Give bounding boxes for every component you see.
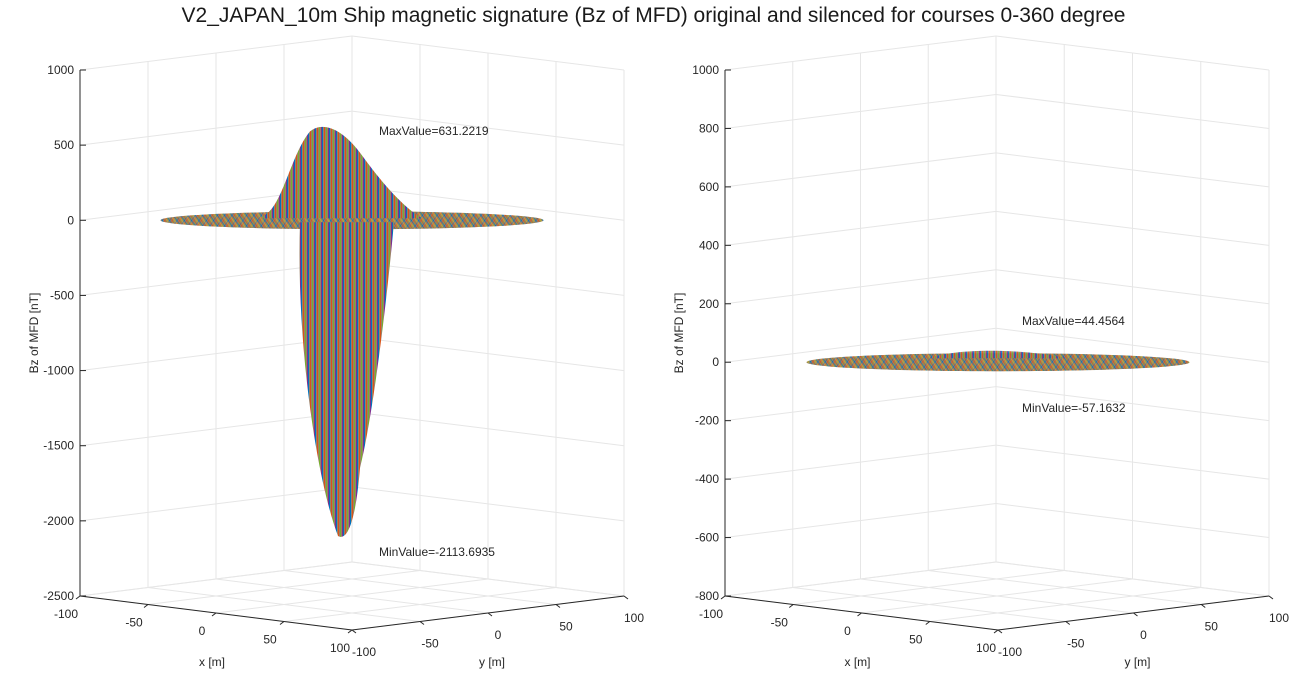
z-tick-label: -800 — [695, 589, 719, 603]
y-tick — [351, 629, 357, 634]
x-tick — [143, 604, 149, 608]
floor-grid-y — [215, 578, 489, 614]
z-tick-label: -2500 — [43, 589, 74, 603]
z-tick-label: -2000 — [43, 514, 74, 528]
y-tick-label: -50 — [1067, 637, 1085, 651]
floor-grid-x — [929, 587, 1201, 622]
x-tick-label: -100 — [54, 607, 78, 621]
x-tick-label: -50 — [125, 616, 143, 630]
surface-bump — [928, 350, 1068, 359]
y-tick — [1065, 621, 1071, 625]
floor-grid-y — [860, 578, 1134, 614]
plot-original: MaxValue=631.2219MinValue=-2113.69351000… — [27, 35, 644, 669]
min-value-annotation: MinValue=-57.1632 — [1022, 401, 1126, 415]
y-tick-label: 0 — [495, 628, 502, 642]
z-tick-label: -500 — [50, 288, 74, 302]
surface-peak — [262, 126, 422, 219]
z-tick-label: -600 — [695, 531, 719, 545]
chart-title: V2_JAPAN_10m Ship magnetic signature (Bz… — [181, 4, 1126, 27]
surface-disc-overlay — [160, 211, 544, 230]
x-tick — [925, 621, 931, 625]
y-tick-label: 50 — [559, 620, 573, 634]
z-tick-label: -1000 — [43, 364, 74, 378]
surface-disc-overlay — [806, 353, 1190, 372]
x-tick-label: -100 — [699, 607, 723, 621]
x-tick — [211, 612, 217, 617]
x-tick-label: 50 — [909, 633, 923, 647]
x-tick — [347, 629, 353, 634]
y-tick — [1133, 612, 1138, 617]
z-tick-label: 0 — [712, 355, 719, 369]
x-tick-label: 0 — [199, 624, 206, 638]
y-tick-label: -50 — [421, 637, 439, 651]
plot-silenced: MaxValue=44.4564MinValue=-57.16321000800… — [672, 35, 1289, 669]
floor-grid-y — [283, 570, 557, 605]
z-tick-label: 1000 — [692, 63, 719, 77]
y-tick — [555, 604, 561, 608]
y-tick-label: 50 — [1205, 620, 1219, 634]
x-tick-label: 0 — [844, 624, 851, 638]
y-tick — [623, 595, 629, 600]
y-tick-label: 0 — [1140, 628, 1147, 642]
floor-grid-x — [283, 587, 557, 622]
z-tick-label: 400 — [699, 238, 719, 252]
x-tick-label: 100 — [330, 641, 350, 655]
z-tick-label: 0 — [67, 213, 74, 227]
min-value-annotation: MinValue=-2113.6935 — [379, 545, 495, 559]
z-tick-label: -1500 — [43, 439, 74, 453]
floor-grid-y — [351, 561, 625, 597]
z-tick-label: 800 — [699, 121, 719, 135]
y-tick — [1200, 604, 1206, 608]
x-tick — [788, 604, 794, 608]
max-value-annotation: MaxValue=44.4564 — [1022, 314, 1125, 328]
x-tick-label: 100 — [976, 641, 996, 655]
z-tick-label: 600 — [699, 180, 719, 194]
y-axis-label: y [m] — [1125, 655, 1151, 669]
y-tick-label: 100 — [624, 611, 644, 625]
x-tick — [857, 612, 862, 617]
x-axis-label: x [m] — [845, 655, 871, 669]
y-tick — [487, 612, 493, 617]
floor-grid-y — [995, 561, 1270, 597]
y-tick-label: 100 — [1269, 611, 1289, 625]
z-tick-label: -400 — [695, 472, 719, 486]
x-tick-label: 50 — [263, 633, 277, 647]
y-tick — [419, 621, 425, 625]
z-axis-label: Bz of MFD [nT] — [27, 293, 41, 374]
z-axis-label: Bz of MFD [nT] — [672, 293, 686, 374]
surface-trough — [299, 222, 394, 537]
y-tick — [997, 629, 1003, 634]
x-tick — [720, 595, 726, 600]
z-tick-label: 500 — [54, 138, 74, 152]
y-tick-label: -100 — [352, 645, 376, 659]
z-tick-label: -200 — [695, 414, 719, 428]
y-tick-label: -100 — [998, 645, 1022, 659]
x-tick-label: -50 — [771, 616, 789, 630]
x-tick — [993, 629, 999, 634]
x-axis-label: x [m] — [199, 655, 225, 669]
z-tick-label: 200 — [699, 297, 719, 311]
z-tick-label: 1000 — [47, 63, 74, 77]
y-tick — [1268, 595, 1274, 600]
x-tick — [279, 621, 285, 625]
floor-grid-y — [928, 570, 1202, 605]
y-axis-label: y [m] — [479, 655, 505, 669]
max-value-annotation: MaxValue=631.2219 — [379, 124, 489, 138]
x-tick — [75, 595, 81, 600]
